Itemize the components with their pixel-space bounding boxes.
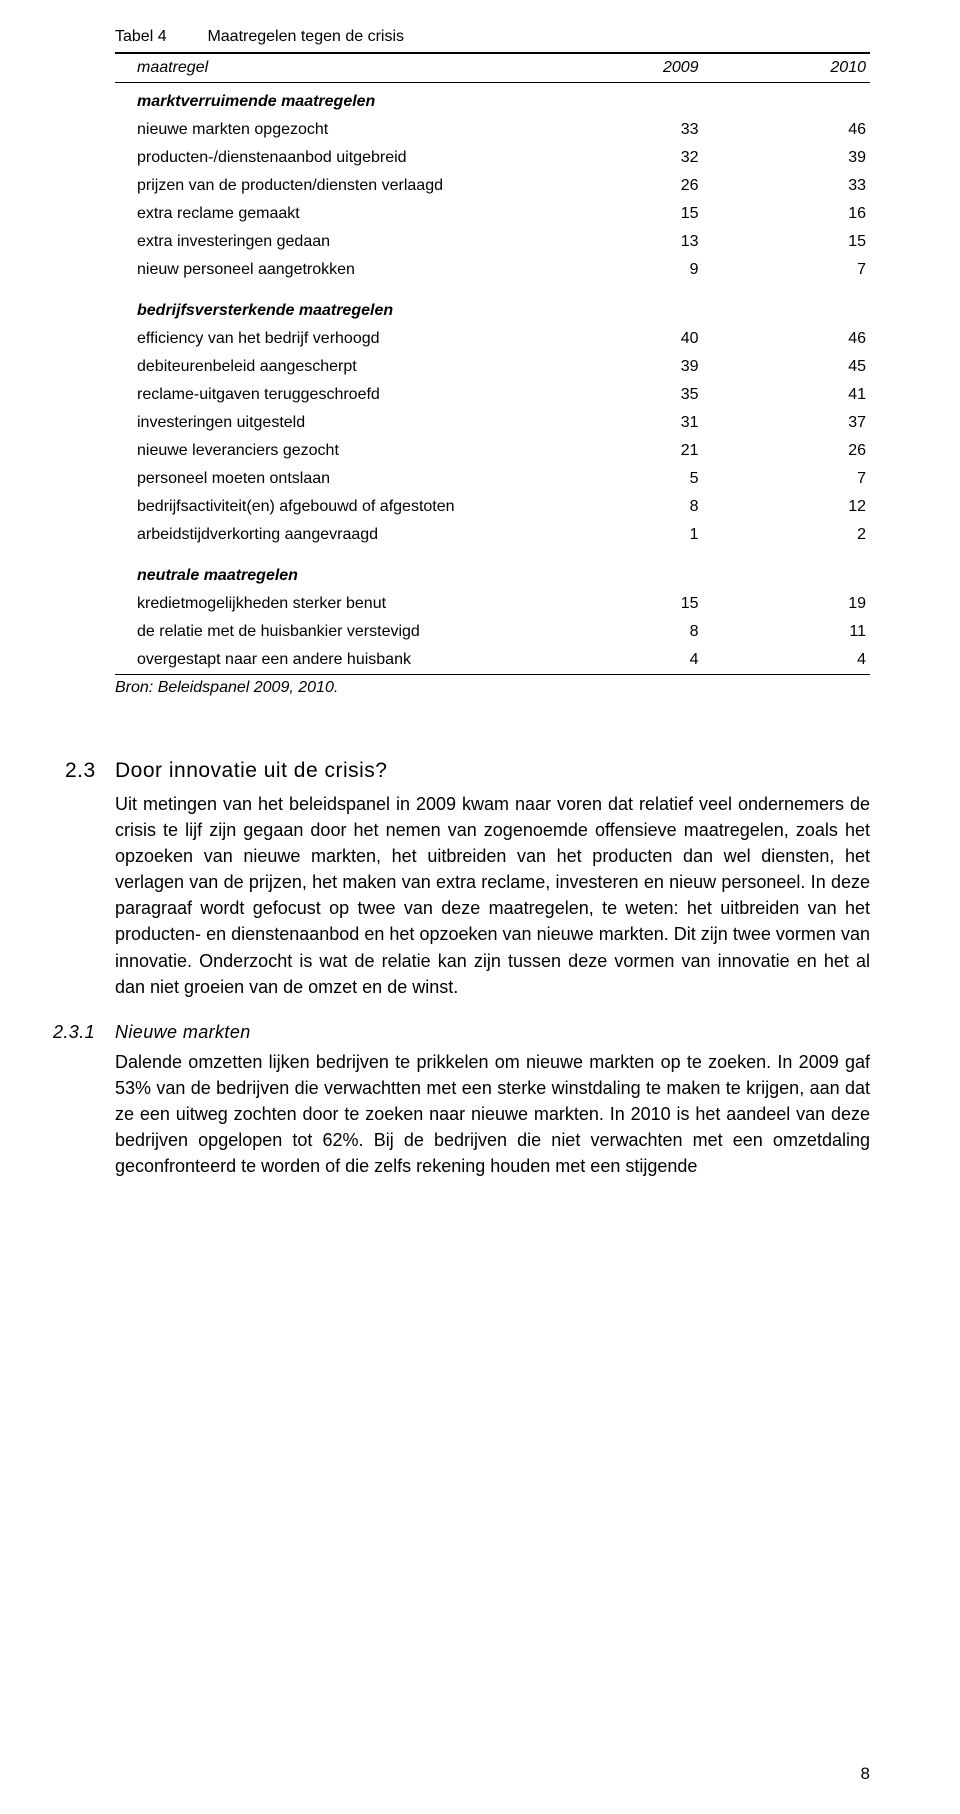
row-value-2010: 41 [727, 381, 870, 409]
table-body: marktverruimende maatregelennieuwe markt… [115, 83, 870, 675]
table-row: overgestapt naar een andere huisbank44 [115, 646, 870, 674]
table-header-row: maatregel 2009 2010 [115, 54, 870, 83]
row-label: kredietmogelijkheden sterker benut [115, 590, 583, 618]
row-value-2010: 19 [727, 590, 870, 618]
table-row: nieuwe markten opgezocht3346 [115, 116, 870, 144]
row-label: arbeidstijdverkorting aangevraagd [115, 521, 583, 549]
row-value-2010: 45 [727, 353, 870, 381]
table-section-header: neutrale maatregelen [115, 549, 870, 590]
table-row: de relatie met de huisbankier verstevigd… [115, 618, 870, 646]
row-label: extra reclame gemaakt [115, 200, 583, 228]
table-title: Maatregelen tegen de crisis [207, 28, 404, 45]
table-row: producten-/dienstenaanbod uitgebreid3239 [115, 144, 870, 172]
col-header-2010: 2010 [727, 54, 870, 83]
subheading-number: 2.3.1 [53, 1022, 115, 1043]
row-label: nieuw personeel aangetrokken [115, 256, 583, 284]
table-row: extra reclame gemaakt1516 [115, 200, 870, 228]
row-value-2009: 31 [583, 409, 726, 437]
col-header-measure: maatregel [115, 54, 583, 83]
row-value-2010: 11 [727, 618, 870, 646]
row-value-2009: 13 [583, 228, 726, 256]
table-bottom-rule [115, 674, 870, 675]
measures-table: maatregel 2009 2010 marktverruimende maa… [115, 54, 870, 674]
table-row: nieuwe leveranciers gezocht2126 [115, 437, 870, 465]
row-value-2010: 2 [727, 521, 870, 549]
table-row: debiteurenbeleid aangescherpt3945 [115, 353, 870, 381]
paragraph-2-3-1: Dalende omzetten lijken bedrijven te pri… [115, 1049, 870, 1179]
row-value-2009: 4 [583, 646, 726, 674]
row-value-2009: 26 [583, 172, 726, 200]
row-value-2009: 32 [583, 144, 726, 172]
row-label: investeringen uitgesteld [115, 409, 583, 437]
row-value-2010: 37 [727, 409, 870, 437]
heading-2-3-1: 2.3.1Nieuwe markten [53, 1022, 870, 1043]
table-section-header: marktverruimende maatregelen [115, 83, 870, 117]
row-value-2009: 15 [583, 200, 726, 228]
row-value-2010: 46 [727, 116, 870, 144]
row-label: debiteurenbeleid aangescherpt [115, 353, 583, 381]
row-value-2009: 33 [583, 116, 726, 144]
row-value-2009: 8 [583, 618, 726, 646]
row-value-2009: 8 [583, 493, 726, 521]
row-label: producten-/dienstenaanbod uitgebreid [115, 144, 583, 172]
row-value-2009: 39 [583, 353, 726, 381]
row-value-2009: 21 [583, 437, 726, 465]
row-value-2010: 46 [727, 325, 870, 353]
row-label: efficiency van het bedrijf verhoogd [115, 325, 583, 353]
table-row: kredietmogelijkheden sterker benut1519 [115, 590, 870, 618]
table-row: efficiency van het bedrijf verhoogd4046 [115, 325, 870, 353]
row-value-2009: 40 [583, 325, 726, 353]
section-title: bedrijfsversterkende maatregelen [115, 284, 870, 325]
table-row: reclame-uitgaven teruggeschroefd3541 [115, 381, 870, 409]
paragraph-2-3: Uit metingen van het beleidspanel in 200… [115, 791, 870, 1000]
row-value-2010: 16 [727, 200, 870, 228]
table-source: Bron: Beleidspanel 2009, 2010. [115, 679, 870, 697]
row-value-2010: 12 [727, 493, 870, 521]
row-label: nieuwe markten opgezocht [115, 116, 583, 144]
row-label: personeel moeten ontslaan [115, 465, 583, 493]
subheading-title: Nieuwe markten [115, 1022, 251, 1042]
row-label: reclame-uitgaven teruggeschroefd [115, 381, 583, 409]
col-header-2009: 2009 [583, 54, 726, 83]
row-label: prijzen van de producten/diensten verlaa… [115, 172, 583, 200]
table-caption: Tabel 4 Maatregelen tegen de crisis [115, 28, 870, 46]
table-row: personeel moeten ontslaan57 [115, 465, 870, 493]
row-value-2009: 5 [583, 465, 726, 493]
table-row: nieuw personeel aangetrokken97 [115, 256, 870, 284]
table-label: Tabel 4 [115, 28, 203, 46]
section-title: neutrale maatregelen [115, 549, 870, 590]
document-page: Tabel 4 Maatregelen tegen de crisis maat… [0, 0, 960, 1814]
table-row: prijzen van de producten/diensten verlaa… [115, 172, 870, 200]
row-label: overgestapt naar een andere huisbank [115, 646, 583, 674]
row-value-2010: 4 [727, 646, 870, 674]
table-row: arbeidstijdverkorting aangevraagd12 [115, 521, 870, 549]
row-value-2009: 35 [583, 381, 726, 409]
row-value-2010: 15 [727, 228, 870, 256]
page-number: 8 [861, 1764, 870, 1784]
row-value-2010: 33 [727, 172, 870, 200]
row-label: bedrijfsactiviteit(en) afgebouwd of afge… [115, 493, 583, 521]
row-label: extra investeringen gedaan [115, 228, 583, 256]
row-label: nieuwe leveranciers gezocht [115, 437, 583, 465]
row-value-2010: 26 [727, 437, 870, 465]
section-title: marktverruimende maatregelen [115, 83, 870, 117]
row-value-2009: 15 [583, 590, 726, 618]
heading-number: 2.3 [65, 759, 115, 783]
row-value-2010: 39 [727, 144, 870, 172]
heading-title: Door innovatie uit de crisis? [115, 759, 387, 782]
row-label: de relatie met de huisbankier verstevigd [115, 618, 583, 646]
row-value-2010: 7 [727, 256, 870, 284]
heading-2-3: 2.3Door innovatie uit de crisis? [65, 759, 870, 783]
row-value-2009: 1 [583, 521, 726, 549]
table-section-header: bedrijfsversterkende maatregelen [115, 284, 870, 325]
row-value-2009: 9 [583, 256, 726, 284]
table-row: extra investeringen gedaan1315 [115, 228, 870, 256]
table-row: bedrijfsactiviteit(en) afgebouwd of afge… [115, 493, 870, 521]
row-value-2010: 7 [727, 465, 870, 493]
table-row: investeringen uitgesteld3137 [115, 409, 870, 437]
